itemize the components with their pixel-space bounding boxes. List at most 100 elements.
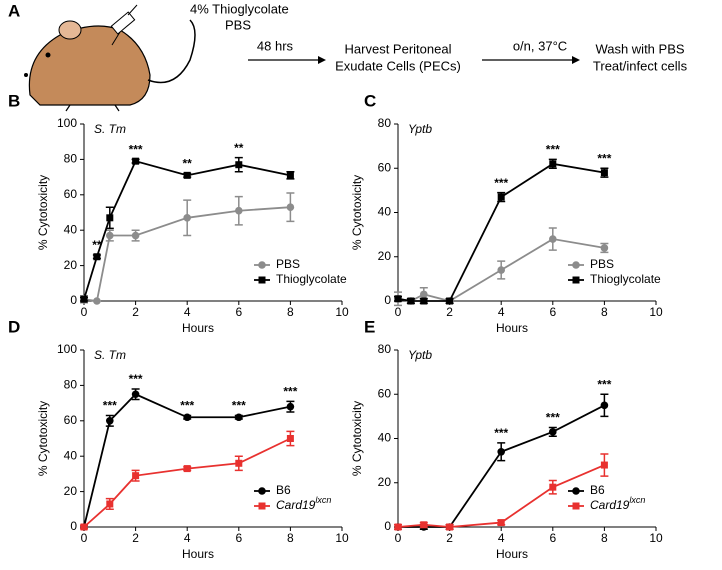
marker bbox=[394, 295, 402, 303]
legend-marker bbox=[572, 261, 580, 269]
y-tick-label: 0 bbox=[384, 519, 391, 533]
marker bbox=[286, 171, 294, 179]
marker bbox=[286, 435, 294, 442]
legend-label: B6 bbox=[276, 483, 291, 497]
significance: *** bbox=[232, 399, 246, 413]
marker bbox=[446, 523, 454, 531]
marker bbox=[497, 519, 505, 527]
y-tick-label: 0 bbox=[70, 293, 77, 307]
y-tick-label: 80 bbox=[64, 152, 78, 166]
legend-marker bbox=[258, 276, 266, 284]
step-label: Wash with PBS bbox=[595, 41, 684, 56]
x-tick-label: 2 bbox=[446, 531, 453, 545]
panel-label: D bbox=[8, 317, 20, 336]
legend-label: PBS bbox=[590, 257, 614, 271]
significance: *** bbox=[283, 385, 297, 399]
marker bbox=[407, 297, 415, 305]
y-tick-label: 40 bbox=[64, 448, 78, 462]
significance: *** bbox=[546, 411, 560, 425]
legend-marker bbox=[258, 261, 266, 269]
series-line bbox=[397, 464, 605, 528]
x-tick-label: 6 bbox=[235, 531, 242, 545]
significance: *** bbox=[103, 399, 117, 413]
legend-name: Thioglycolate bbox=[590, 272, 661, 286]
y-tick-label: 20 bbox=[64, 258, 78, 272]
x-tick-label: 0 bbox=[81, 305, 88, 319]
legend-label: Thioglycolate bbox=[590, 272, 661, 286]
significance: *** bbox=[597, 377, 611, 391]
marker bbox=[394, 523, 402, 531]
legend-name: Thioglycolate bbox=[276, 272, 347, 286]
panel-label: B bbox=[8, 91, 20, 110]
marker bbox=[131, 231, 140, 240]
marker bbox=[93, 297, 101, 305]
marker bbox=[600, 401, 609, 410]
marker bbox=[497, 447, 506, 456]
step-label: Treat/infect cells bbox=[593, 58, 688, 73]
y-tick-label: 0 bbox=[70, 519, 77, 533]
marker bbox=[106, 500, 114, 508]
legend-name: B6 bbox=[276, 483, 291, 497]
marker bbox=[549, 483, 557, 491]
x-tick-label: 10 bbox=[649, 531, 663, 545]
marker bbox=[183, 171, 191, 179]
marker bbox=[600, 169, 608, 177]
series-line bbox=[83, 437, 291, 528]
x-axis-label: Hours bbox=[496, 321, 528, 335]
y-axis-label: % Cytotoxicity bbox=[36, 175, 50, 250]
x-tick-label: 6 bbox=[549, 531, 556, 545]
significance: ** bbox=[92, 238, 102, 252]
y-axis-label: % Cytotoxicity bbox=[350, 175, 364, 250]
marker bbox=[600, 244, 609, 252]
marker bbox=[106, 231, 114, 240]
legend-marker bbox=[572, 502, 580, 510]
x-tick-label: 0 bbox=[81, 531, 88, 545]
x-tick-label: 2 bbox=[132, 305, 139, 319]
significance: *** bbox=[546, 143, 560, 157]
x-tick-label: 8 bbox=[287, 531, 294, 545]
panel-title: Yptb bbox=[408, 122, 432, 136]
legend-name: PBS bbox=[590, 257, 614, 271]
significance: *** bbox=[129, 372, 143, 386]
y-tick-label: 80 bbox=[378, 116, 392, 130]
y-tick-label: 20 bbox=[64, 484, 78, 498]
marker bbox=[80, 523, 88, 531]
marker bbox=[183, 214, 191, 222]
legend-marker bbox=[258, 502, 266, 510]
panel-title: S. Tm bbox=[94, 348, 126, 362]
y-tick-label: 60 bbox=[64, 413, 78, 427]
x-tick-label: 10 bbox=[335, 305, 349, 319]
y-tick-label: 100 bbox=[57, 342, 77, 356]
significance: ** bbox=[183, 157, 193, 171]
series-line bbox=[83, 393, 291, 528]
legend-name: B6 bbox=[590, 483, 605, 497]
marker bbox=[183, 413, 191, 422]
x-tick-label: 0 bbox=[395, 531, 402, 545]
step-label: Harvest Peritoneal bbox=[345, 41, 452, 56]
legend-label: Card19lxcn bbox=[590, 495, 645, 512]
panel-label: A bbox=[8, 1, 20, 20]
marker bbox=[549, 235, 557, 243]
significance: *** bbox=[494, 176, 508, 190]
marker bbox=[106, 417, 114, 425]
marker bbox=[286, 203, 295, 211]
marker bbox=[600, 461, 608, 469]
step-label: Exudate Cells (PECs) bbox=[335, 58, 461, 73]
x-axis-label: Hours bbox=[182, 321, 214, 335]
y-tick-label: 60 bbox=[378, 386, 392, 400]
marker bbox=[235, 206, 243, 215]
legend-superscript: lxcn bbox=[315, 495, 331, 505]
y-tick-label: 20 bbox=[378, 249, 392, 263]
legend-label: PBS bbox=[276, 257, 300, 271]
x-tick-label: 10 bbox=[335, 531, 349, 545]
marker bbox=[286, 402, 295, 411]
y-tick-label: 20 bbox=[378, 475, 392, 489]
y-tick-label: 80 bbox=[64, 378, 78, 392]
significance: *** bbox=[597, 151, 611, 165]
y-axis-label: % Cytotoxicity bbox=[36, 401, 50, 476]
legend-label: B6 bbox=[590, 483, 605, 497]
significance: ** bbox=[234, 141, 244, 155]
legend-label: Card19lxcn bbox=[276, 495, 331, 512]
legend-label: Thioglycolate bbox=[276, 272, 347, 286]
